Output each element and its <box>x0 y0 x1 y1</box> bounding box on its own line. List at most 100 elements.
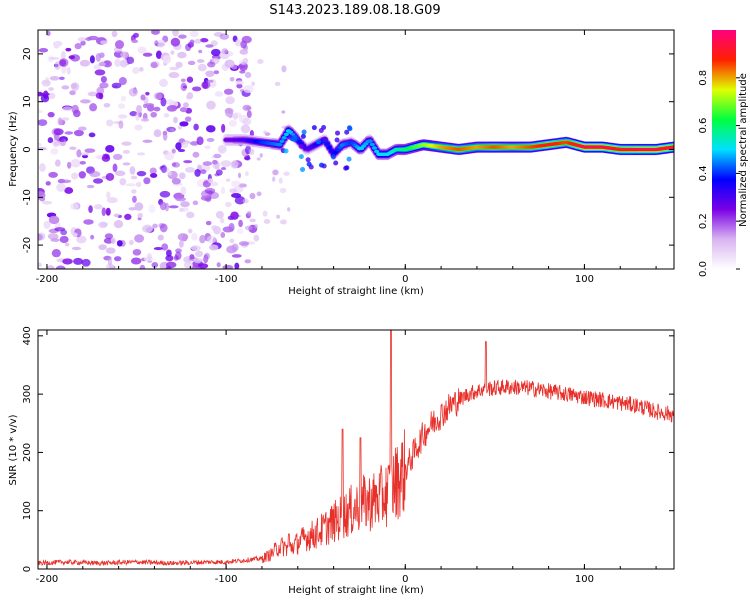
heatmap-ridge-cell <box>344 165 350 171</box>
heatmap-noise-cell <box>210 40 218 47</box>
heatmap-noise-cell <box>76 235 87 244</box>
heatmap-noise-cell <box>104 233 114 240</box>
heatmap-noise-cell <box>150 111 157 118</box>
heatmap-ridge-cell <box>318 127 324 133</box>
heatmap-noise-cell <box>52 138 59 148</box>
heatmap-noise-cell <box>173 255 179 261</box>
heatmap-noise-cell <box>179 207 184 213</box>
heatmap-noise-cell <box>49 75 60 81</box>
heatmap-noise-cell <box>53 128 64 136</box>
heatmap-noise-cell <box>179 172 186 180</box>
heatmap-noise-cell <box>118 120 124 129</box>
heatmap-noise-cell <box>186 76 194 83</box>
heatmap-noise-cell <box>167 171 173 176</box>
heatmap-noise-cell <box>225 178 231 182</box>
heatmap-noise-cell <box>168 205 179 209</box>
heatmap-noise-cell <box>101 207 106 217</box>
heatmap-noise-cell <box>240 40 247 49</box>
heatmap-ridge-cell <box>670 145 674 150</box>
snr-y-tick-label: 200 <box>22 443 33 462</box>
heatmap-noise-cell <box>145 91 150 96</box>
heatmap-noise-cell <box>78 126 87 131</box>
heatmap-noise-cell <box>243 85 254 94</box>
heatmap-noise-cell <box>203 254 209 264</box>
heatmap-noise-cell <box>235 39 242 47</box>
heatmap-noise-cell <box>201 81 211 90</box>
heatmap-noise-cell <box>168 71 180 79</box>
heatmap-noise-cell <box>213 226 221 235</box>
heatmap-noise-cell <box>152 223 158 229</box>
heatmap-noise-cell <box>143 177 151 185</box>
heatmap-noise-cell <box>216 262 221 268</box>
heatmap-noise-cell <box>150 62 158 69</box>
heatmap-noise-cell <box>229 238 235 244</box>
heatmap-noise-cell <box>194 38 202 44</box>
heatmap-noise-cell <box>205 220 212 226</box>
heatmap-noise-cell <box>114 58 121 68</box>
heatmap-noise-cell <box>225 96 235 105</box>
heatmap-noise-cell <box>206 235 217 244</box>
heatmap-noise-cell <box>197 59 205 63</box>
heatmap-noise-cell <box>189 141 199 146</box>
heatmap-noise-cell <box>46 30 51 37</box>
heatmap-ridge-cell <box>324 142 330 146</box>
heatmap-noise-cell <box>38 262 42 268</box>
heatmap-noise-cell <box>219 217 225 224</box>
heatmap-noise-cell <box>55 265 66 269</box>
heatmap-noise-cell <box>66 161 72 169</box>
heatmap-noise-cell <box>93 204 103 210</box>
heatmap-noise-cell <box>154 40 159 47</box>
heatmap-noise-cell <box>95 53 102 62</box>
heatmap-noise-cell <box>234 262 240 269</box>
heatmap-noise-cell <box>77 37 87 42</box>
heatmap-noise-cell <box>219 33 230 40</box>
heatmap-noise-cell <box>53 40 63 47</box>
heatmap-noise-cell <box>138 67 144 72</box>
heatmap-noise-cell <box>73 129 84 137</box>
heatmap-noise-cell <box>137 152 146 156</box>
heatmap-noise-cell <box>133 32 139 38</box>
heatmap-noise-cell <box>62 106 73 112</box>
snr-y-tick-label: 300 <box>22 385 33 404</box>
heatmap-noise-cell <box>192 200 199 206</box>
heatmap-noise-cell <box>76 149 82 158</box>
heatmap-noise-cell <box>194 169 201 177</box>
heatmap-noise-cell <box>234 196 246 205</box>
heatmap-noise-cell <box>156 39 166 48</box>
heatmap-noise-cell <box>88 132 96 138</box>
heatmap-noise-cell <box>226 51 234 57</box>
heatmap-noise-cell <box>134 124 143 131</box>
heatmap-noise-cell <box>100 76 107 83</box>
heatmap-noise-cell <box>57 138 65 142</box>
heatmap-ridge-cell <box>300 166 306 172</box>
snr-y-label: SNR (10 * v/v) <box>8 414 19 485</box>
heatmap-noise-cell <box>170 37 181 47</box>
heatmap-noise-cell <box>235 162 240 166</box>
heatmap-noise-cell <box>217 144 227 154</box>
heatmap-noise-cell <box>222 264 234 269</box>
heatmap-noise-cell <box>136 170 147 177</box>
heatmap-noise-cell <box>186 92 194 100</box>
heatmap-noise-cell <box>38 233 43 241</box>
heatmap-noise-cell <box>245 171 249 177</box>
heatmap-noise-cell <box>94 69 106 76</box>
spectrogram-y-tick-label: -20 <box>22 237 33 253</box>
heatmap-noise-cell <box>229 76 235 82</box>
colorbar-tick-label: 0.6 <box>698 118 709 134</box>
heatmap-noise-cell <box>72 232 78 238</box>
heatmap-noise-cell <box>231 180 241 188</box>
heatmap-noise-cell <box>254 224 258 229</box>
heatmap-noise-cell <box>165 249 172 257</box>
heatmap-cells <box>38 30 674 269</box>
snr-line <box>38 330 674 567</box>
heatmap-noise-cell <box>221 48 229 55</box>
heatmap-noise-cell <box>42 200 53 205</box>
heatmap-noise-cell <box>59 235 69 244</box>
heatmap-noise-cell <box>101 154 111 162</box>
heatmap-ridge-cell <box>322 136 328 142</box>
heatmap-ridge-cell <box>319 162 325 168</box>
snr-x-tick-label: -100 <box>215 574 238 585</box>
heatmap-noise-cell <box>81 258 91 267</box>
heatmap-noise-cell <box>144 103 155 107</box>
